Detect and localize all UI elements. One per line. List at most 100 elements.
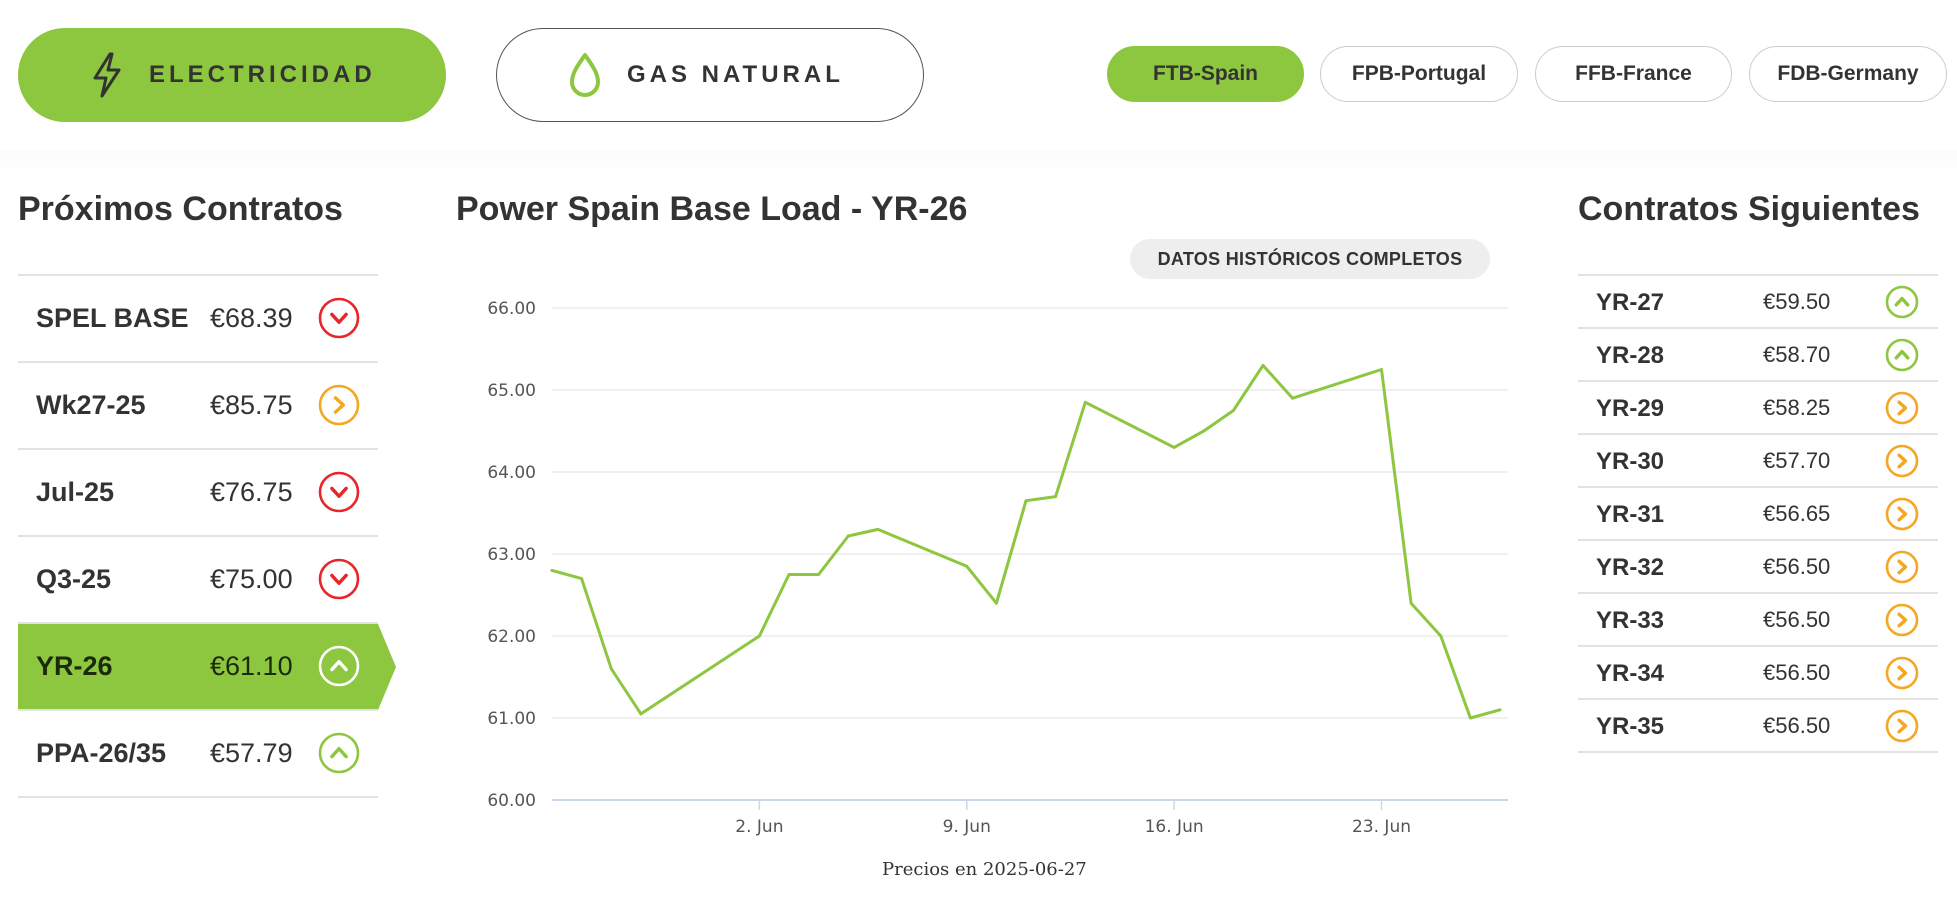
contract-row[interactable]: YR-35 €56.50	[1578, 700, 1938, 753]
data-point	[1291, 396, 1295, 400]
data-point	[965, 564, 969, 568]
data-point	[1172, 446, 1176, 449]
contract-name: PPA-26/35	[36, 738, 167, 768]
contract-name: YR-29	[1596, 395, 1665, 422]
contract-row[interactable]: YR-26 €61.10	[18, 624, 396, 711]
data-point	[1498, 708, 1502, 712]
contract-row[interactable]: YR-29 €58.25	[1578, 382, 1938, 435]
price-chart: 60.00 61.00 62.00 63.00 64.00 65.00 66.00 2. Ju…	[487, 299, 1508, 837]
contract-row[interactable]: YR-31 €56.65	[1578, 488, 1938, 541]
y-tick-label: 63.00	[487, 545, 536, 565]
contract-name: Jul-25	[36, 477, 115, 507]
electricity-tab[interactable]: ELECTRICIDAD	[18, 28, 446, 122]
y-tick-label: 65.00	[487, 381, 536, 401]
drop-icon	[565, 52, 605, 98]
contract-name: YR-31	[1596, 501, 1665, 528]
x-tick-label: 9. Jun	[943, 817, 991, 837]
contract-price: €68.39	[210, 303, 293, 333]
contract-price: €61.10	[210, 651, 293, 681]
lightning-icon	[87, 52, 127, 98]
contract-name: YR-26	[36, 651, 113, 681]
contract-price: €85.75	[210, 390, 293, 420]
market-tab-portugal[interactable]: FPB-Portugal	[1320, 46, 1518, 102]
chevron-right-icon	[1885, 603, 1919, 637]
contract-price: €57.70	[1763, 448, 1831, 473]
market-tab-germany[interactable]: FDB-Germany	[1749, 46, 1947, 102]
x-tick-label: 23. Jun	[1352, 817, 1411, 837]
contract-price: €58.70	[1763, 342, 1831, 367]
gas-tab[interactable]: GAS NATURAL	[496, 28, 924, 122]
contract-row[interactable]: YR-33 €56.50	[1578, 594, 1938, 647]
contract-price: €59.50	[1763, 289, 1831, 314]
contract-price: €56.50	[1763, 607, 1831, 632]
contract-name: SPEL BASE	[36, 303, 189, 333]
data-point	[1439, 634, 1443, 638]
contract-row[interactable]: YR-28 €58.70	[1578, 329, 1938, 382]
contract-price: €75.00	[210, 564, 293, 594]
contract-price: €56.50	[1763, 554, 1831, 579]
data-point	[1261, 364, 1265, 367]
contract-row[interactable]: Jul-25 €76.75	[18, 450, 378, 537]
chevron-right-icon	[1885, 709, 1919, 743]
contract-name: Wk27-25	[36, 390, 146, 420]
data-point	[817, 573, 821, 576]
chevron-up-icon	[318, 732, 360, 774]
historical-data-button[interactable]: DATOS HISTÓRICOS COMPLETOS	[1130, 239, 1490, 279]
contract-name: YR-28	[1596, 342, 1665, 369]
y-tick-label: 66.00	[487, 299, 536, 319]
data-point	[609, 667, 613, 671]
data-point	[1409, 601, 1413, 605]
contract-name: YR-27	[1596, 289, 1665, 316]
contract-name: YR-34	[1596, 660, 1665, 687]
contract-price: €56.50	[1763, 660, 1831, 685]
chevron-down-icon	[318, 471, 360, 513]
next-contracts-list: YR-27 €59.50 YR-28 €58.70 YR-29 €58.25 Y…	[1578, 274, 1938, 753]
divider-band	[0, 150, 1957, 172]
data-point	[1468, 716, 1472, 720]
contract-name: YR-32	[1596, 554, 1665, 581]
data-point	[994, 601, 998, 605]
chevron-right-icon	[318, 384, 360, 426]
contract-row[interactable]: YR-34 €56.50	[1578, 647, 1938, 700]
y-tick-label: 61.00	[487, 709, 536, 729]
market-tab-france[interactable]: FFB-France	[1535, 46, 1732, 102]
contract-row[interactable]: SPEL BASE €68.39	[18, 276, 378, 363]
x-tick-label: 2. Jun	[735, 817, 783, 837]
chevron-down-icon	[318, 297, 360, 339]
contract-row[interactable]: YR-30 €57.70	[1578, 435, 1938, 488]
chevron-up-icon	[1885, 338, 1919, 372]
y-tick-label: 64.00	[487, 463, 536, 483]
market-tab-spain[interactable]: FTB-Spain	[1107, 46, 1304, 102]
chevron-right-icon	[1885, 444, 1919, 478]
contract-name: YR-35	[1596, 713, 1665, 740]
contract-price: €58.25	[1763, 395, 1831, 420]
data-point	[876, 528, 880, 531]
data-point	[1054, 495, 1058, 498]
contract-price: €57.79	[210, 738, 293, 768]
x-tick-label: 16. Jun	[1145, 817, 1204, 837]
upcoming-contracts-list: SPEL BASE €68.39 Wk27-25 €85.75 Jul-25 €…	[18, 274, 396, 798]
data-point	[1231, 409, 1235, 412]
chevron-up-icon	[1885, 285, 1919, 319]
chevron-down-icon	[318, 558, 360, 600]
data-point	[787, 573, 791, 576]
right-panel-title: Contratos Siguientes	[1578, 190, 1920, 228]
data-point	[639, 712, 643, 716]
y-tick-label: 62.00	[487, 627, 536, 647]
chart-title: Power Spain Base Load - YR-26	[456, 190, 968, 228]
price-series-line	[550, 363, 1502, 720]
contract-price: €76.75	[210, 477, 293, 507]
gas-tab-label: GAS NATURAL	[627, 61, 844, 88]
chart-caption: Precios en 2025-06-27	[882, 859, 1087, 880]
contract-row[interactable]: YR-32 €56.50	[1578, 541, 1938, 594]
electricity-tab-label: ELECTRICIDAD	[149, 61, 376, 88]
contract-row[interactable]: YR-27 €59.50	[1578, 276, 1938, 329]
contract-row[interactable]: Q3-25 €75.00	[18, 537, 378, 624]
left-panel-title: Próximos Contratos	[18, 190, 343, 228]
data-point	[1380, 368, 1383, 371]
contract-row[interactable]: PPA-26/35 €57.79	[18, 711, 378, 798]
data-point	[757, 634, 761, 638]
contract-row[interactable]: Wk27-25 €85.75	[18, 363, 378, 450]
data-point	[580, 577, 584, 580]
data-point	[550, 569, 554, 572]
